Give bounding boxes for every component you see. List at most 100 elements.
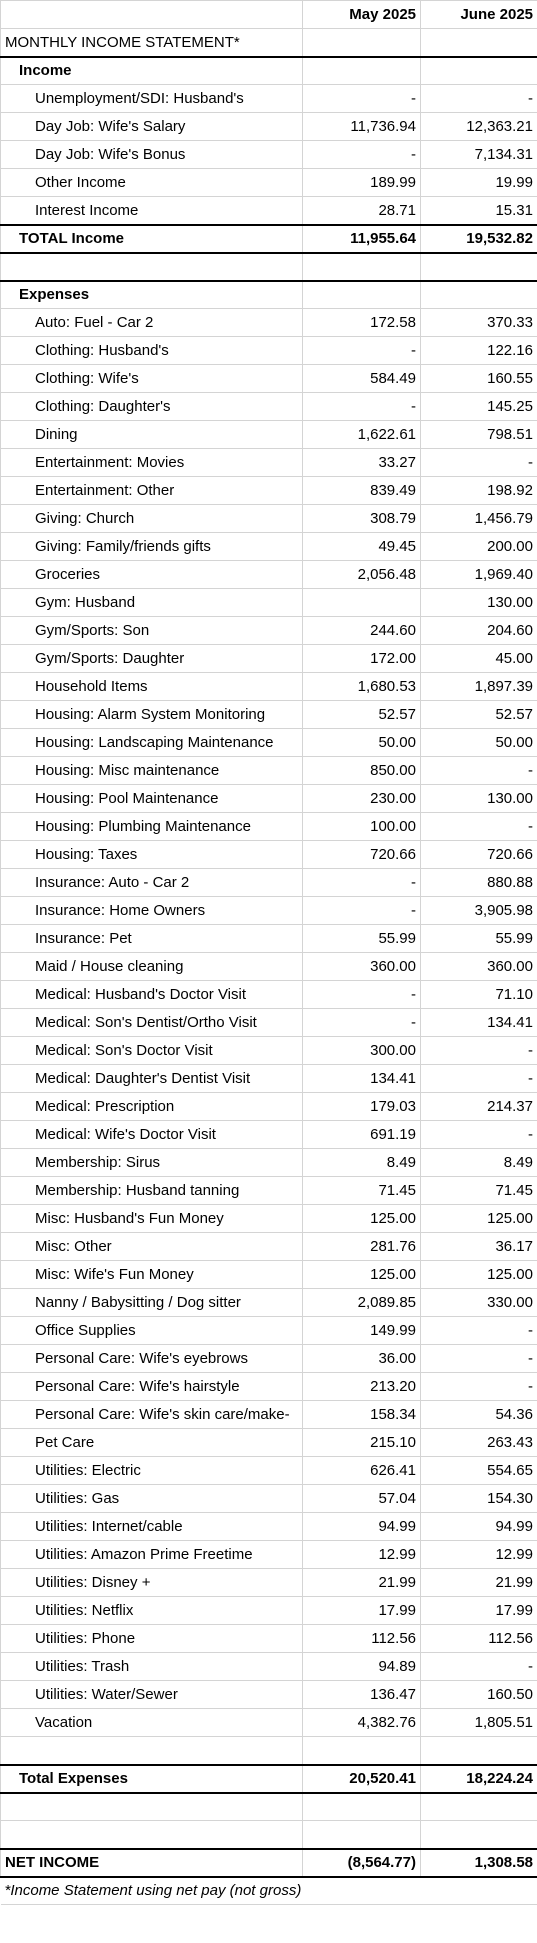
row: Entertainment: Other 839.49 198.92 (0, 476, 537, 505)
amount: - (302, 868, 421, 897)
row: Housing: Alarm System Monitoring 52.57 52.… (0, 700, 537, 729)
row: Giving: Church 308.79 1,456.79 (0, 504, 537, 533)
amount: 125.00 (420, 1204, 537, 1233)
column-header: June 2025 (420, 0, 537, 29)
amount: 230.00 (302, 784, 421, 813)
row: Personal Care: Wife's hairstyle 213.20- (0, 1372, 537, 1401)
row: Office Supplies 149.99- (0, 1316, 537, 1345)
row: Pet Care 215.10 263.43 (0, 1428, 537, 1457)
empty-cell (0, 1736, 303, 1765)
amount: 1,456.79 (420, 504, 537, 533)
row: Interest Income 28.71 15.31 (0, 196, 537, 225)
amount: 19,532.82 (420, 223, 537, 254)
amount: 263.43 (420, 1428, 537, 1457)
row: Medical: Daughter's Dentist Visit 134.41- (0, 1064, 537, 1093)
amount: 134.41 (420, 1008, 537, 1037)
row: Day Job: Wife's Salary 11,736.94 12,363.21 (0, 112, 537, 141)
row: Unemployment/SDI: Husband's - - (0, 84, 537, 113)
amount: 213.20 (302, 1372, 421, 1401)
amount: 172.00 (302, 644, 421, 673)
row-label: Entertainment: Other (0, 476, 303, 505)
amount: 4,382.76 (302, 1708, 421, 1737)
amount: 626.41 (302, 1456, 421, 1485)
empty-cell (420, 1736, 537, 1765)
row-label: Utilities: Internet/cable (0, 1512, 303, 1541)
row-label: Maid / House cleaning (0, 952, 303, 981)
amount: 94.89 (302, 1652, 421, 1681)
empty-cell (302, 1736, 421, 1765)
row-label: Vacation (0, 1708, 303, 1737)
empty-cell (0, 1792, 303, 1821)
amount: 12.99 (302, 1540, 421, 1569)
row: Insurance: Auto - Car 2-880.88 (0, 868, 537, 897)
amount: 308.79 (302, 504, 421, 533)
amount: 18,224.24 (420, 1763, 537, 1794)
row: Entertainment: Movies 33.27- (0, 448, 537, 477)
row-label: Membership: Husband tanning (0, 1176, 303, 1205)
amount: 33.27 (302, 448, 421, 477)
statement-title: MONTHLY INCOME STATEMENT* (0, 28, 303, 58)
amount: - (420, 1036, 537, 1065)
amount: 94.99 (302, 1512, 421, 1541)
row-label: Medical: Son's Doctor Visit (0, 1036, 303, 1065)
empty-cell (302, 588, 421, 617)
row-label: Housing: Alarm System Monitoring (0, 700, 303, 729)
amount: 11,955.64 (302, 223, 421, 254)
amount: 330.00 (420, 1288, 537, 1317)
amount: 360.00 (302, 952, 421, 981)
row: Insurance: Home Owners -3,905.98 (0, 896, 537, 925)
row: Housing: Plumbing Maintenance 100.00- (0, 812, 537, 841)
amount: 17.99 (302, 1596, 421, 1625)
row-label: Insurance: Auto - Car 2 (0, 868, 303, 897)
amount: - (420, 812, 537, 841)
row-label: Gym/Sports: Son (0, 616, 303, 645)
amount: 880.88 (420, 868, 537, 897)
empty-cell (302, 280, 421, 309)
row-label: Household Items (0, 672, 303, 701)
amount: 28.71 (302, 196, 421, 225)
row: MONTHLY INCOME STATEMENT* (0, 28, 537, 58)
amount: - (420, 1120, 537, 1149)
empty-cell (420, 56, 537, 85)
amount: 21.99 (420, 1568, 537, 1597)
amount: 112.56 (420, 1624, 537, 1653)
empty-cell (420, 252, 537, 282)
row: Utilities: Phone 112.56 112.56 (0, 1624, 537, 1653)
row-label: Medical: Daughter's Dentist Visit (0, 1064, 303, 1093)
row: Medical: Son's Doctor Visit 300.00- (0, 1036, 537, 1065)
amount: 554.65 (420, 1456, 537, 1485)
amount: 20,520.41 (302, 1763, 421, 1794)
amount: 154.30 (420, 1484, 537, 1513)
row: Other Income 189.99 19.99 (0, 168, 537, 197)
row-label: Clothing: Daughter's (0, 392, 303, 421)
row-label: Medical: Wife's Doctor Visit (0, 1120, 303, 1149)
row: Housing: Pool Maintenance 230.00 130.00 (0, 784, 537, 813)
amount: 214.37 (420, 1092, 537, 1121)
empty-cell (420, 280, 537, 309)
amount: 125.00 (420, 1260, 537, 1289)
amount: 160.55 (420, 364, 537, 393)
row-label: Insurance: Pet (0, 924, 303, 953)
row-label: Utilities: Disney + (0, 1568, 303, 1597)
empty-cell (302, 1820, 421, 1849)
amount: 52.57 (302, 700, 421, 729)
row-label: Medical: Son's Dentist/Ortho Visit (0, 1008, 303, 1037)
empty-cell (302, 28, 421, 58)
amount: 52.57 (420, 700, 537, 729)
row: Vacation 4,382.76 1,805.51 (0, 1708, 537, 1737)
amount: 134.41 (302, 1064, 421, 1093)
section-heading: Expenses (0, 280, 303, 309)
row-label: Other Income (0, 168, 303, 197)
amount: - (302, 980, 421, 1009)
row-label: Utilities: Trash (0, 1652, 303, 1681)
row: Medical: Husband's Doctor Visit -71.10 (0, 980, 537, 1009)
row-label: Gym/Sports: Daughter (0, 644, 303, 673)
amount: 12.99 (420, 1540, 537, 1569)
amount: 1,680.53 (302, 672, 421, 701)
row-label: Misc: Other (0, 1232, 303, 1261)
amount: 244.60 (302, 616, 421, 645)
amount: - (302, 392, 421, 421)
row: Day Job: Wife's Bonus -7,134.31 (0, 140, 537, 169)
amount: 149.99 (302, 1316, 421, 1345)
